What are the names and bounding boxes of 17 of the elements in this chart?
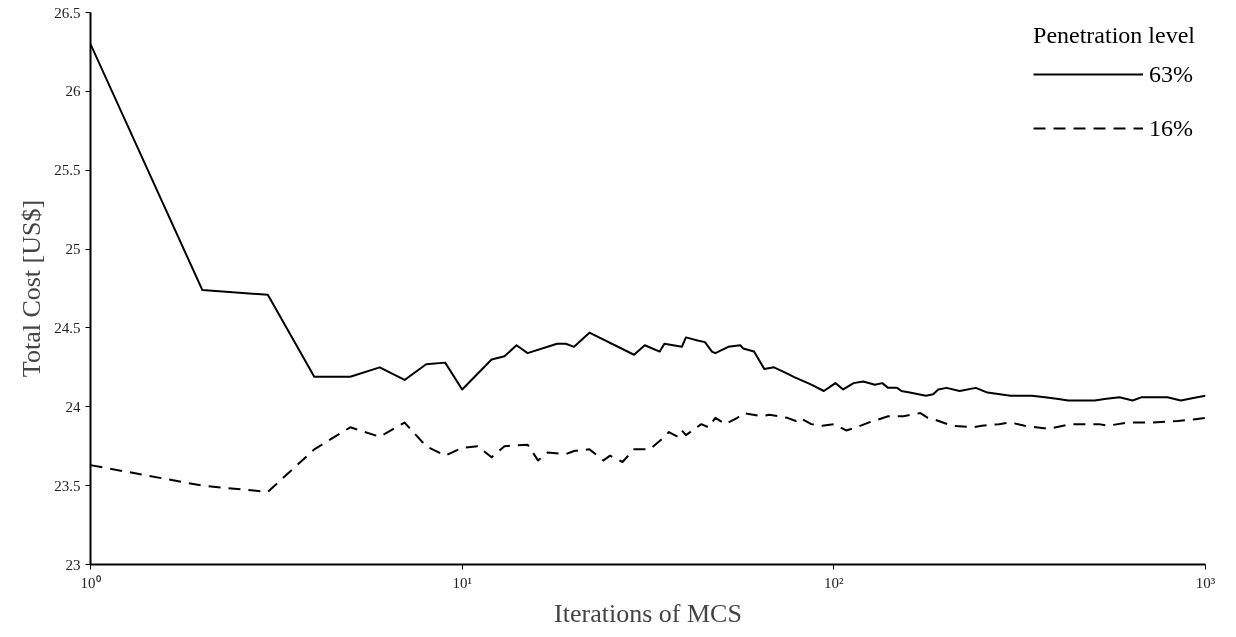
- y-tick-label: 23.5: [54, 477, 81, 494]
- x-axis-title: Iterations of MCS: [554, 598, 742, 628]
- y-tick-label: 23: [65, 556, 81, 573]
- x-tick-label: 10⁰: [80, 574, 101, 591]
- y-axis-title: Total Cost [US$]: [17, 199, 47, 378]
- x-tick-label: 10³: [1195, 574, 1216, 591]
- x-tick-label: 10¹: [452, 574, 472, 591]
- legend-label: 16%: [1149, 113, 1194, 143]
- y-tick-label: 26.5: [54, 4, 81, 21]
- y-tick-label: 24: [65, 398, 81, 415]
- legend-title: Penetration level: [1033, 22, 1195, 49]
- y-tick-label: 25: [65, 241, 81, 258]
- legend-label: 63%: [1149, 59, 1194, 89]
- x-tick-label: 10²: [824, 574, 845, 591]
- y-tick-label: 25.5: [54, 162, 81, 179]
- y-tick-label: 24.5: [54, 319, 81, 336]
- y-tick-label: 26: [65, 83, 81, 100]
